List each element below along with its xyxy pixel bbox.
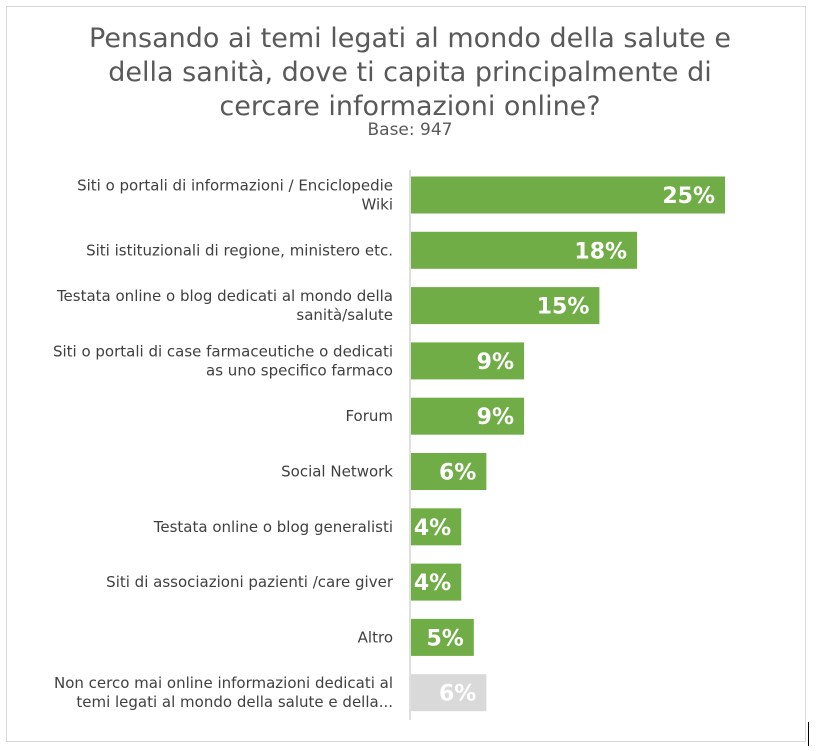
category-label: Siti di associazioni pazienti /care give…: [106, 573, 394, 591]
bar: [411, 563, 462, 601]
category-label: Siti o portali di informazioni / Enciclo…: [77, 177, 393, 214]
bar-value-label: 9%: [477, 350, 514, 375]
category-label: Social Network: [281, 463, 393, 481]
category-label-line: Altro: [358, 628, 393, 646]
bar-value-label: 25%: [662, 184, 715, 209]
chart-subtitle: Base: 947: [367, 120, 453, 140]
chart-title-line: cercare informazioni online?: [219, 91, 601, 122]
bar: [411, 397, 525, 435]
category-label-line: Testata online o blog dedicati al mondo …: [56, 287, 393, 305]
bar: [411, 287, 600, 325]
category-label-line: sanità/salute: [296, 306, 393, 324]
bar: [411, 508, 462, 546]
category-label-line: Non cerco mai online informazioni dedica…: [54, 674, 393, 692]
category-label: Altro: [358, 628, 393, 646]
category-label: Non cerco mai online informazioni dedica…: [54, 674, 393, 711]
bar-value-label: 6%: [439, 461, 476, 486]
category-label-line: Siti o portali di case farmaceutiche o d…: [53, 342, 393, 360]
bar: [411, 176, 725, 214]
chart-title: Pensando ai temi legati al mondo della s…: [60, 22, 760, 124]
category-label: Forum: [345, 407, 393, 425]
category-label-line: as uno specifico farmaco: [206, 361, 393, 379]
bar-value-label: 15%: [537, 295, 590, 320]
category-label-line: Siti o portali di informazioni / Enciclo…: [77, 177, 393, 195]
category-label: Testata online o blog generalisti: [153, 518, 393, 536]
chart-title-line: Pensando ai temi legati al mondo della s…: [89, 23, 731, 54]
category-label-line: Social Network: [281, 463, 393, 481]
bar: [411, 342, 525, 380]
category-label-line: Testata online o blog generalisti: [153, 518, 393, 536]
bar: [411, 674, 487, 712]
bar: [411, 453, 487, 490]
chart-frame: [6, 6, 806, 742]
category-label: Siti istituzionali di regione, ministero…: [86, 241, 393, 259]
category-label-line: Wiki: [361, 196, 393, 214]
bar-value-label: 4%: [414, 571, 451, 596]
category-label-line: temi legati al mondo della salute e dell…: [76, 693, 393, 711]
bar: [411, 618, 474, 656]
bar-value-label: 18%: [574, 239, 627, 264]
category-label: Testata online o blog dedicati al mondo …: [56, 287, 393, 324]
bar-value-label: 4%: [414, 516, 451, 541]
category-label-line: Siti istituzionali di regione, ministero…: [86, 241, 393, 259]
category-label-line: Siti di associazioni pazienti /care give…: [106, 573, 394, 591]
bar: [411, 231, 638, 269]
chart-title-line: della sanità, dove ti capita principalme…: [108, 57, 712, 88]
edge-line: [808, 722, 809, 746]
bar-value-label: 5%: [426, 626, 463, 651]
bar-value-label: 9%: [477, 405, 514, 430]
category-label-line: Forum: [345, 407, 393, 425]
bar-value-label: 6%: [439, 682, 476, 707]
category-label: Siti o portali di case farmaceutiche o d…: [53, 342, 393, 379]
